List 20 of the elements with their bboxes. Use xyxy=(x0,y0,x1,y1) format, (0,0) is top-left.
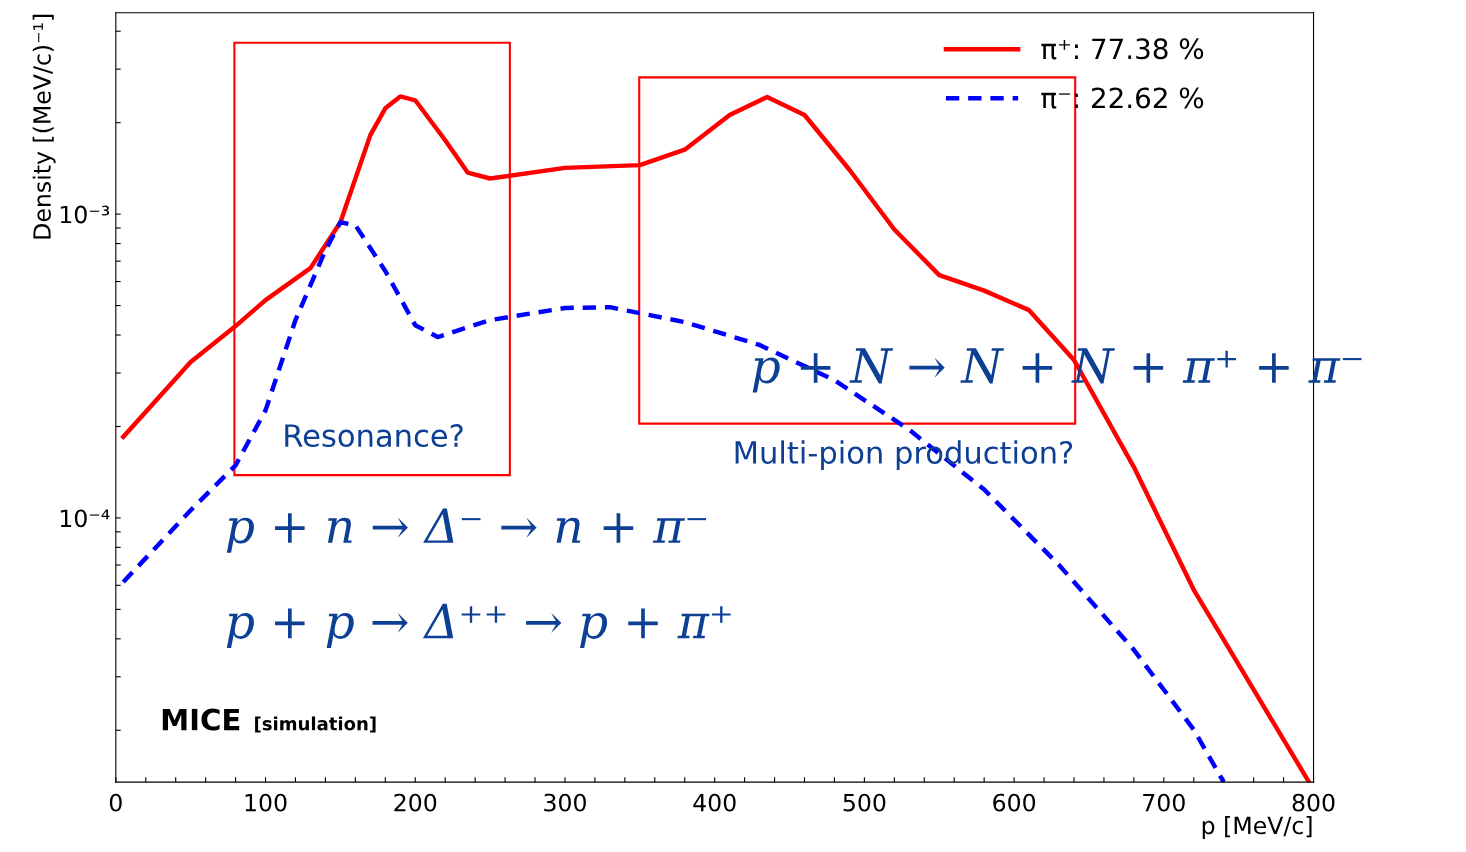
legend-label: π⁺: 77.38 % xyxy=(1041,38,1204,60)
x-tick-label: 400 xyxy=(693,793,736,812)
annotation: [simulation] xyxy=(255,716,376,733)
annotation: MICE xyxy=(162,708,240,731)
annotation: p + p → Δ⁺⁺ → p + π⁺ xyxy=(226,603,731,649)
x-tick-label: 500 xyxy=(843,793,886,812)
annotation: p + n → Δ⁻ → n + π⁻ xyxy=(226,508,707,553)
x-tick-label: 100 xyxy=(245,793,287,812)
x-tick-label: 0 xyxy=(109,793,122,812)
x-tick-label: 600 xyxy=(993,793,1036,812)
x-axis-title: p [MeV/c] xyxy=(1202,816,1312,839)
y-axis-title: Density [(MeV/c)⁻¹] xyxy=(32,14,56,239)
x-tick-label: 700 xyxy=(1143,793,1185,812)
y-tick-label: 10⁻³ xyxy=(60,205,110,224)
y-tick-label: 10⁻⁴ xyxy=(60,509,110,528)
x-tick-label: 300 xyxy=(544,793,586,812)
annotation: Resonance? xyxy=(285,423,463,448)
x-tick-label: 200 xyxy=(394,793,437,812)
annotation: Multi-pion production? xyxy=(735,440,1073,470)
x-tick-label: 800 xyxy=(1292,793,1335,812)
